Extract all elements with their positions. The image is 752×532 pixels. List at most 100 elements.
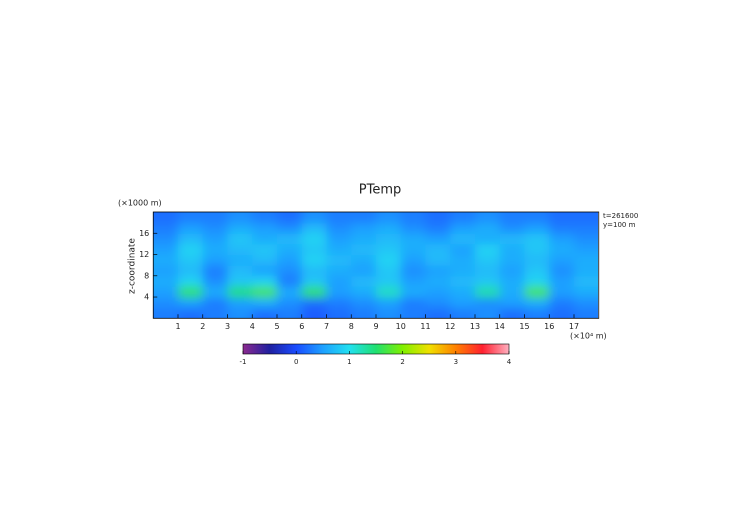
heatmap-cell: [153, 275, 179, 287]
colorbar-tick-label: 4: [507, 358, 512, 366]
heatmap-cell: [178, 212, 204, 224]
heatmap-cell: [301, 254, 327, 266]
heatmap-cell: [400, 275, 426, 287]
y-tick-label: 16: [139, 229, 149, 238]
heatmap-cell: [153, 297, 179, 309]
heatmap-cell: [351, 222, 377, 234]
heatmap-cell: [499, 307, 525, 318]
heatmap-cell: [301, 222, 327, 234]
heatmap-cell: [301, 233, 327, 245]
heatmap-cell: [277, 233, 303, 245]
heatmap-cell: [178, 275, 204, 287]
heatmap-cell: [499, 275, 525, 287]
annotation: y=100 m: [603, 221, 636, 229]
heatmap-cell: [400, 233, 426, 245]
heatmap-cell: [252, 243, 278, 256]
colorbar-tick-label: 0: [294, 358, 298, 366]
heatmap-cell: [549, 265, 575, 277]
heatmap-cell: [574, 297, 598, 309]
heatmap-cell: [153, 222, 179, 234]
heatmap-cell: [425, 243, 451, 256]
heatmap-cell: [202, 243, 228, 256]
heatmap: [153, 212, 598, 318]
annotation: t=261600: [603, 212, 638, 220]
heatmap-cell: [549, 286, 575, 298]
heatmap-cell: [178, 286, 204, 298]
heatmap-cell: [425, 254, 451, 266]
heatmap-cell: [524, 275, 550, 287]
heatmap-cell: [475, 265, 501, 277]
x-tick-label: 14: [495, 322, 505, 331]
y-axis-label: z-coordinate: [128, 238, 138, 294]
heatmap-cell: [425, 307, 451, 318]
heatmap-cell: [400, 222, 426, 234]
x-tick-label: 13: [470, 322, 480, 331]
heatmap-cell: [153, 212, 179, 224]
heatmap-cell: [499, 297, 525, 309]
heatmap-cell: [400, 297, 426, 309]
heatmap-cell: [574, 243, 598, 256]
x-tick-label: 10: [396, 322, 406, 331]
heatmap-cell: [376, 254, 402, 266]
colorbar-tick-label: 1: [347, 358, 351, 366]
heatmap-cell: [326, 275, 352, 287]
heatmap-cell: [202, 275, 228, 287]
y-unit: (×1000 m): [118, 199, 162, 208]
heatmap-cells: [153, 212, 598, 318]
heatmap-cell: [475, 233, 501, 245]
heatmap-cell: [227, 307, 253, 318]
colorbar-tick-label: 2: [400, 358, 404, 366]
heatmap-cell: [202, 297, 228, 309]
heatmap-cell: [301, 297, 327, 309]
x-tick-label: 2: [200, 322, 205, 331]
heatmap-cell: [227, 286, 253, 298]
heatmap-cell: [425, 297, 451, 309]
chart-title: PTemp: [359, 183, 402, 198]
heatmap-cell: [549, 254, 575, 266]
heatmap-cell: [326, 212, 352, 224]
heatmap-cell: [178, 254, 204, 266]
heatmap-cell: [376, 212, 402, 224]
heatmap-cell: [400, 254, 426, 266]
heatmap-cell: [450, 222, 476, 234]
heatmap-cell: [574, 212, 598, 224]
heatmap-cell: [450, 265, 476, 277]
x-tick-label: 3: [225, 322, 230, 331]
heatmap-cell: [524, 307, 550, 318]
heatmap-cell: [450, 307, 476, 318]
heatmap-cell: [475, 222, 501, 234]
heatmap-cell: [277, 222, 303, 234]
heatmap-cell: [202, 222, 228, 234]
heatmap-cell: [499, 265, 525, 277]
heatmap-cell: [277, 286, 303, 298]
heatmap-cell: [574, 275, 598, 287]
heatmap-cell: [178, 265, 204, 277]
heatmap-cell: [475, 286, 501, 298]
y-tick-label: 4: [144, 293, 149, 302]
heatmap-cell: [227, 275, 253, 287]
heatmap-cell: [425, 212, 451, 224]
heatmap-cell: [301, 265, 327, 277]
heatmap-cell: [326, 297, 352, 309]
heatmap-cell: [351, 254, 377, 266]
heatmap-cell: [252, 222, 278, 234]
heatmap-cell: [425, 275, 451, 287]
heatmap-cell: [549, 297, 575, 309]
heatmap-cell: [376, 307, 402, 318]
heatmap-cell: [277, 212, 303, 224]
heatmap-cell: [524, 286, 550, 298]
heatmap-cell: [400, 212, 426, 224]
heatmap-cell: [574, 222, 598, 234]
heatmap-cell: [178, 243, 204, 256]
heatmap-cell: [524, 254, 550, 266]
y-tick-label: 8: [144, 271, 149, 280]
heatmap-cell: [301, 286, 327, 298]
heatmap-cell: [351, 233, 377, 245]
heatmap-cell: [450, 286, 476, 298]
heatmap-cell: [326, 254, 352, 266]
heatmap-cell: [202, 212, 228, 224]
x-tick-label: 12: [445, 322, 455, 331]
heatmap-cell: [475, 275, 501, 287]
heatmap-cell: [277, 243, 303, 256]
heatmap-cell: [301, 275, 327, 287]
